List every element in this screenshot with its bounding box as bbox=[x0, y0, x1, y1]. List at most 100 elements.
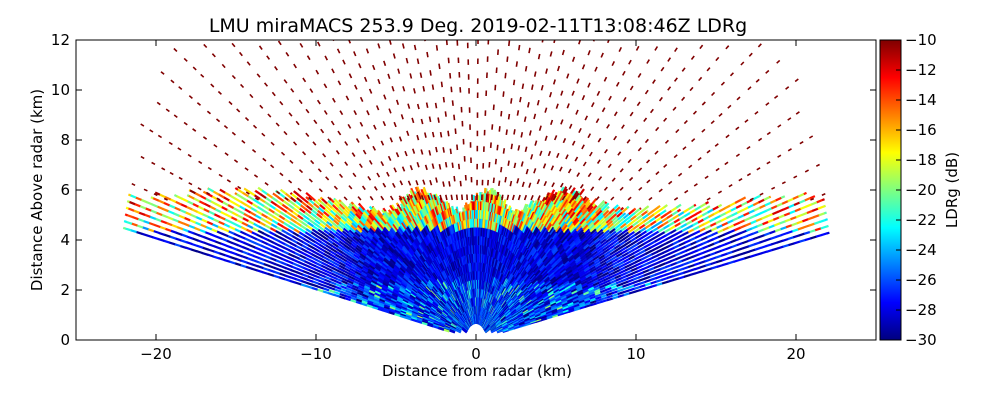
radar-gate bbox=[813, 214, 820, 219]
radar-gate bbox=[544, 246, 551, 254]
radar-gate bbox=[255, 209, 263, 216]
radar-gate bbox=[620, 274, 628, 280]
radar-gate bbox=[380, 265, 387, 272]
radar-gate bbox=[626, 224, 634, 231]
radar-gate bbox=[583, 212, 591, 220]
radar-gate bbox=[341, 212, 348, 220]
radar-gate bbox=[586, 236, 594, 244]
radar-gate bbox=[795, 213, 803, 219]
radar-gate bbox=[374, 230, 381, 238]
radar-gate bbox=[397, 253, 405, 261]
radar-gate bbox=[546, 198, 553, 208]
radar-gate bbox=[580, 255, 588, 262]
radar-gate bbox=[391, 211, 398, 220]
radar-gate bbox=[536, 293, 544, 300]
radar-gate bbox=[414, 224, 421, 234]
radar-gate bbox=[645, 226, 653, 233]
radar-gate bbox=[561, 303, 569, 308]
radar-gate bbox=[585, 232, 593, 240]
radar-gate bbox=[617, 257, 625, 263]
radar-gate bbox=[429, 209, 435, 219]
radar-gate bbox=[547, 225, 555, 234]
radar-gate bbox=[656, 282, 663, 287]
radar-gate bbox=[491, 190, 495, 196]
radar-gate bbox=[380, 231, 387, 239]
radar-gate bbox=[637, 220, 645, 227]
radar-gate bbox=[380, 264, 388, 271]
radar-gate bbox=[587, 286, 595, 292]
radar-gate bbox=[389, 275, 397, 282]
radar-gate bbox=[384, 210, 391, 218]
radar-gate bbox=[826, 231, 830, 235]
radar-gate bbox=[556, 307, 564, 312]
radar-gate bbox=[564, 246, 572, 254]
radar-gate bbox=[426, 222, 432, 232]
radar-gate bbox=[571, 289, 578, 295]
radar-gate bbox=[365, 252, 373, 259]
radar-gate bbox=[560, 251, 567, 258]
radar-gate bbox=[313, 243, 321, 250]
radar-gate bbox=[669, 254, 677, 259]
radar-gate bbox=[580, 195, 583, 198]
radar-gate bbox=[738, 219, 746, 224]
radar-gate bbox=[530, 203, 535, 211]
radar-gate bbox=[575, 209, 583, 217]
radar-gate bbox=[535, 257, 542, 265]
radar-gate bbox=[611, 287, 618, 292]
radar-gate bbox=[645, 205, 650, 210]
radar-gate bbox=[373, 232, 380, 239]
radar-gate bbox=[542, 294, 550, 300]
radar-gate bbox=[748, 243, 755, 248]
radar-gate bbox=[541, 291, 549, 298]
radar-gate bbox=[558, 217, 565, 225]
radar-gate bbox=[589, 295, 597, 300]
radar-gate bbox=[714, 214, 722, 220]
radar-gate bbox=[648, 236, 656, 243]
radar-gate bbox=[323, 249, 331, 256]
radar-gate bbox=[391, 289, 399, 296]
radar-gate bbox=[319, 200, 327, 208]
radar-gate bbox=[623, 292, 630, 297]
radar-gate bbox=[536, 232, 543, 241]
radar-gate bbox=[309, 195, 316, 202]
radar-gate bbox=[653, 233, 661, 240]
radar-gate bbox=[326, 217, 334, 224]
radar-gate bbox=[400, 235, 407, 243]
radar-gate bbox=[596, 246, 604, 253]
radar-gate bbox=[554, 238, 561, 246]
radar-gate bbox=[408, 276, 416, 283]
radar-gate bbox=[606, 263, 614, 269]
radar-gate bbox=[578, 215, 586, 223]
radar-gate bbox=[629, 261, 637, 266]
radar-gate bbox=[524, 227, 530, 236]
radar-gate bbox=[410, 230, 417, 239]
radar-gate bbox=[289, 196, 297, 203]
radar-gate bbox=[606, 239, 614, 246]
radar-gate bbox=[556, 227, 563, 236]
radar-gate bbox=[543, 218, 550, 227]
radar-gate bbox=[323, 207, 331, 215]
radar-gate bbox=[693, 262, 701, 267]
radar-gate bbox=[589, 293, 596, 298]
radar-gate bbox=[544, 220, 551, 229]
radar-gate bbox=[387, 231, 394, 239]
radar-gate bbox=[424, 203, 430, 213]
radar-gate bbox=[667, 278, 674, 283]
radar-gate bbox=[641, 262, 649, 268]
radar-gate bbox=[387, 209, 393, 215]
radar-gate bbox=[565, 290, 573, 296]
radar-gate bbox=[276, 222, 284, 228]
radar-gate bbox=[710, 226, 718, 232]
radar-gate bbox=[807, 216, 815, 221]
radar-gate bbox=[532, 252, 540, 260]
radar-gate bbox=[631, 221, 639, 227]
radar-gate bbox=[365, 276, 372, 282]
radar-gate bbox=[320, 216, 328, 223]
radar-gate bbox=[388, 259, 396, 267]
radar-gate bbox=[374, 215, 381, 223]
radar-gate bbox=[555, 302, 563, 307]
radar-gate bbox=[415, 235, 422, 245]
radar-gate bbox=[371, 275, 379, 282]
radar-gate bbox=[580, 236, 588, 244]
radar-gate bbox=[539, 309, 547, 314]
